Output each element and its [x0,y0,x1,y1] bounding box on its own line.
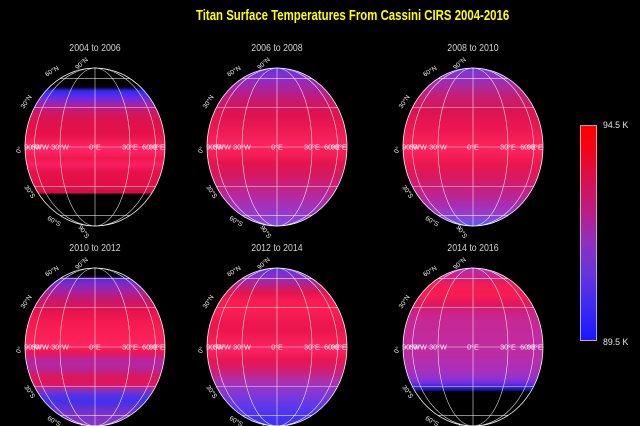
colorbar-max-label: 94.5 K [603,120,629,131]
graticule [391,254,544,426]
globe-panel-2004-2006 [0,47,195,247]
globe-panel-2014-2016 [373,247,573,426]
panel-title-2012-2014: 2012 to 2014 [251,243,303,254]
colorbar-min-label: 89.5 K [603,337,629,348]
temperature-colorbar [580,125,597,341]
globe-panel-2006-2008 [177,47,377,247]
graticule [13,54,166,241]
globe-panel-2012-2014 [177,247,377,426]
graticule [195,54,348,241]
graticule [391,54,544,241]
panel-title-2004-2006: 2004 to 2006 [69,43,121,54]
panel-title-2014-2016: 2014 to 2016 [447,243,499,254]
panel-title-2008-2010: 2008 to 2010 [447,43,499,54]
globe-panel-2010-2012 [0,247,195,426]
graticule [13,254,166,426]
panel-title-2010-2012: 2010 to 2012 [69,243,121,254]
figure-title: Titan Surface Temperatures From Cassini … [196,7,510,24]
panel-title-2006-2008: 2006 to 2008 [251,43,303,54]
globe-panel-2008-2010 [373,47,573,247]
graticule [195,254,348,426]
